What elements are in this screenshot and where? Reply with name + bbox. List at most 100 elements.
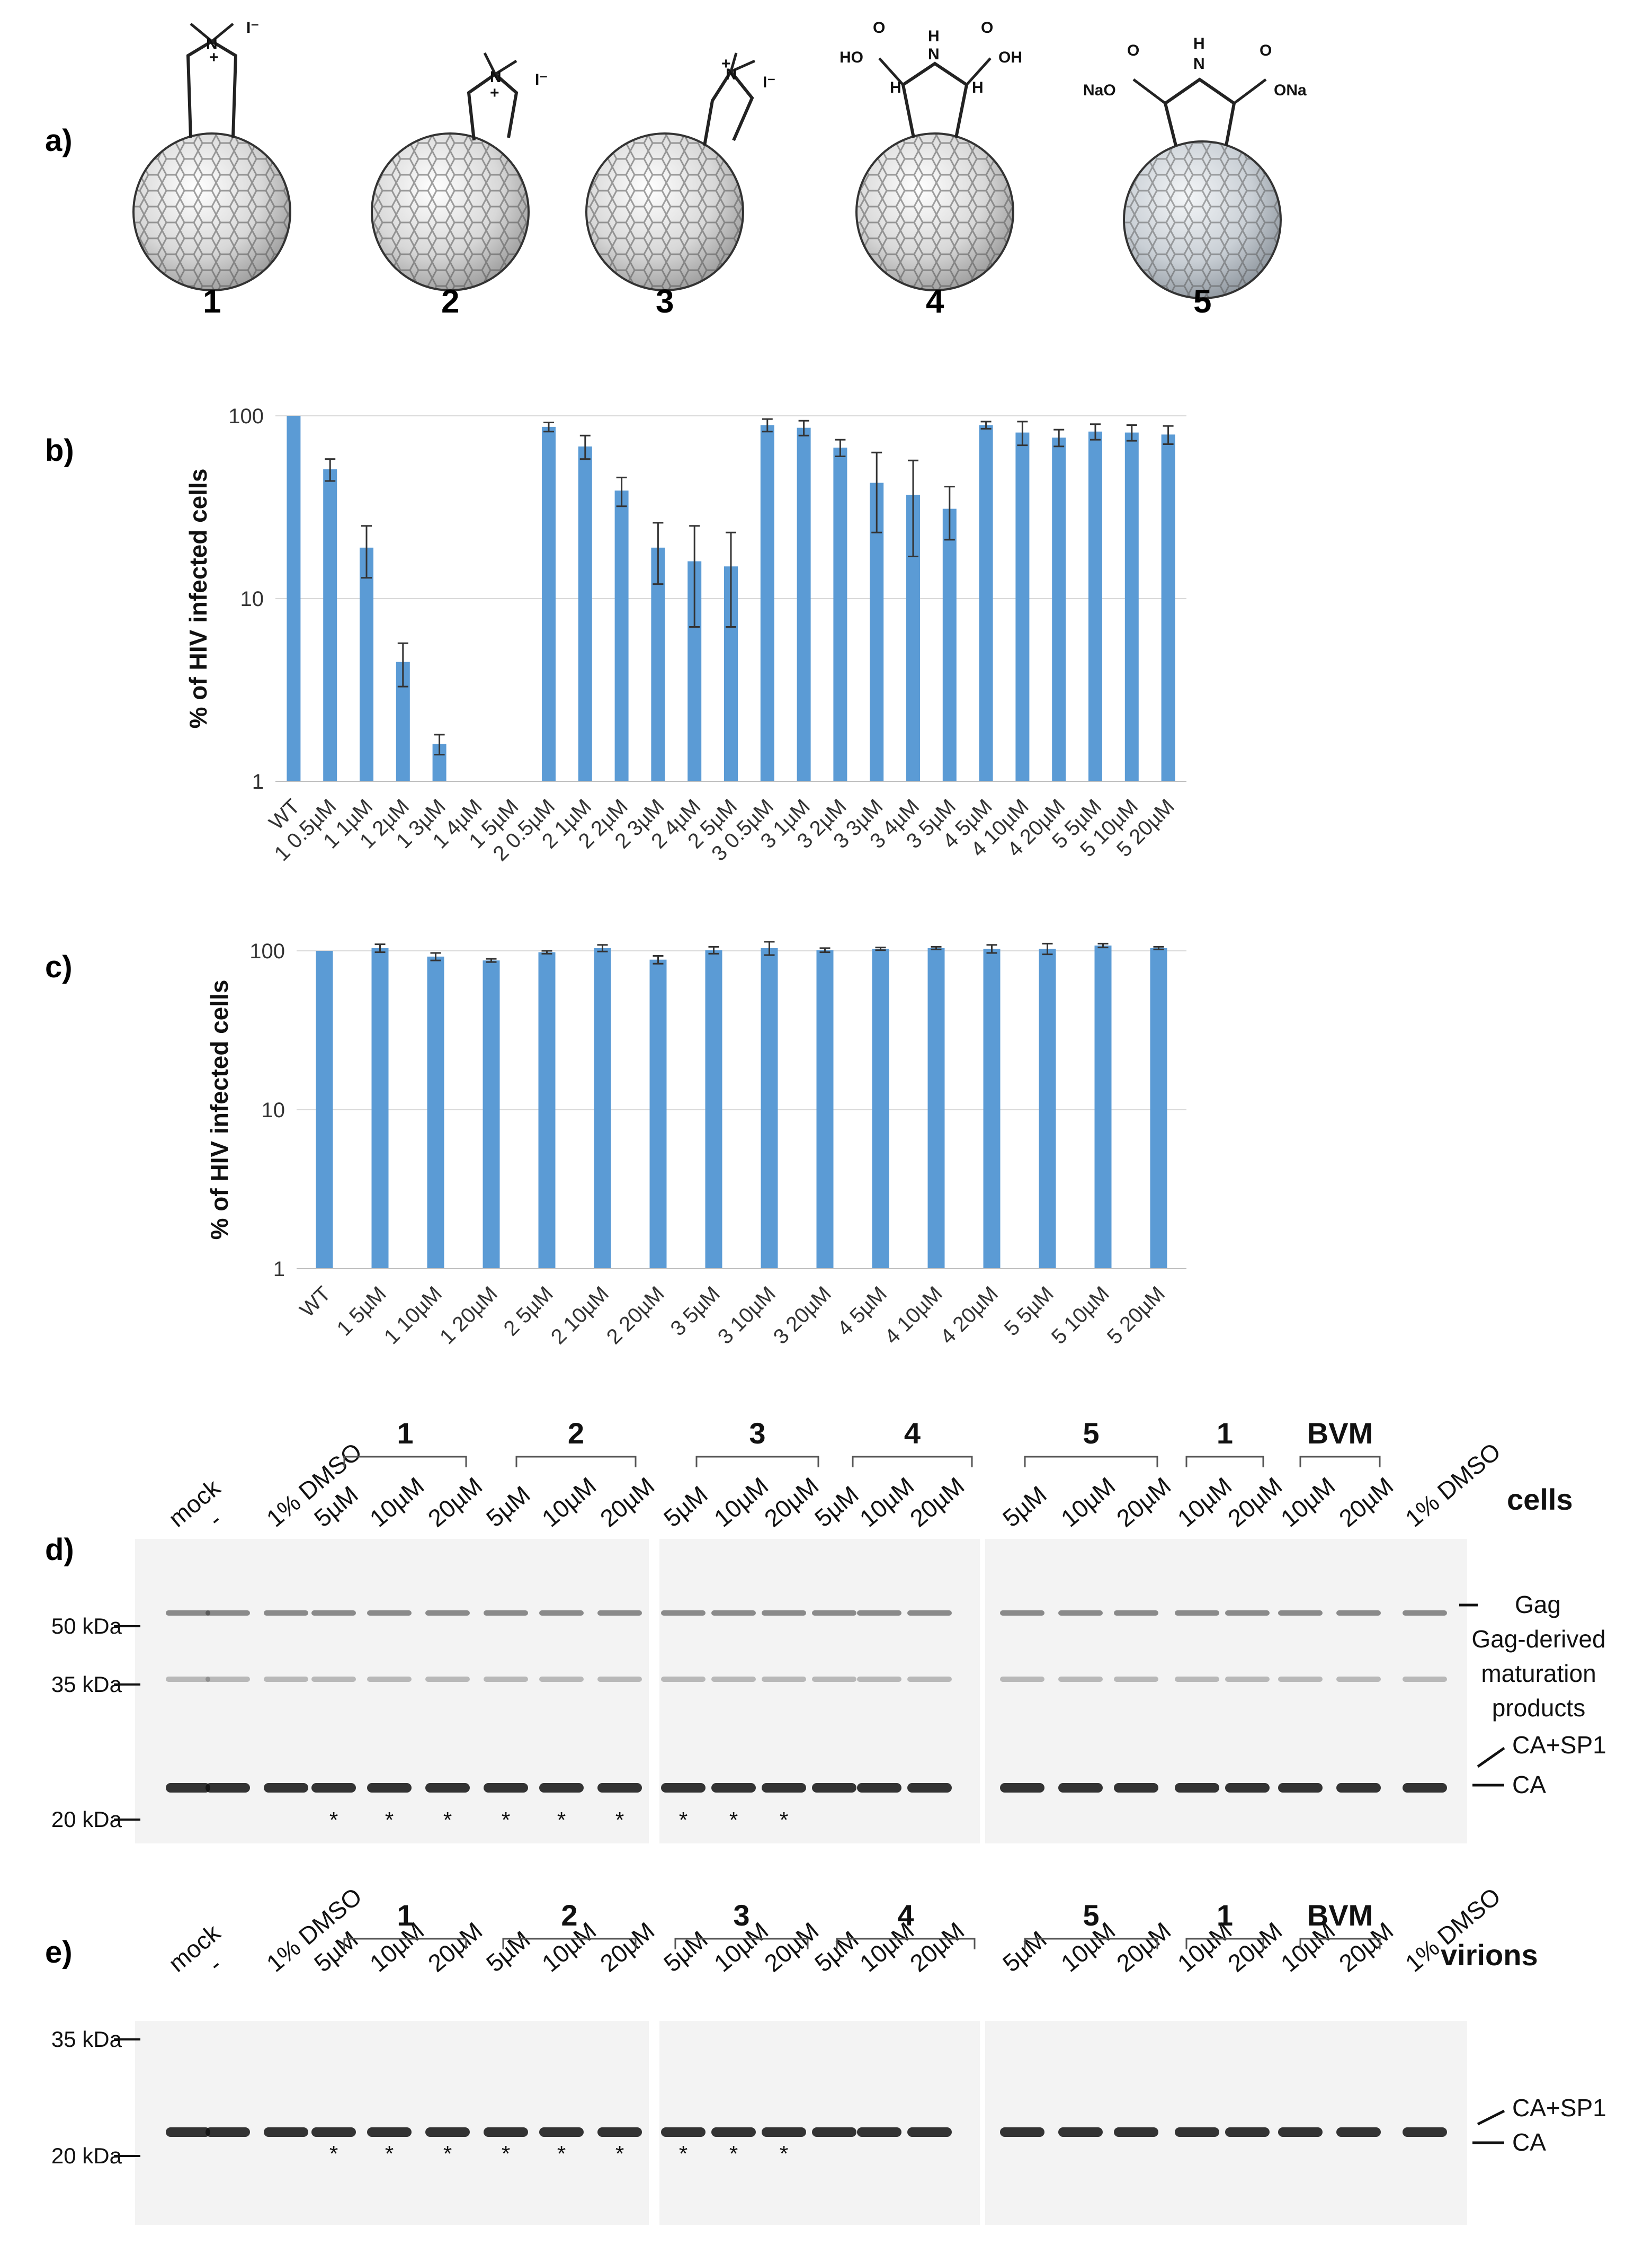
- band-ca: [484, 2127, 528, 2137]
- compound-5-ona-right: ONa: [1274, 82, 1307, 99]
- group-label: 4: [904, 1416, 921, 1450]
- band-ca: [597, 1783, 642, 1793]
- compound-2-counterion: I⁻: [535, 71, 548, 88]
- y-tick-label: 100: [249, 940, 285, 963]
- band-ca: [539, 1783, 584, 1793]
- band-ca: [907, 1783, 952, 1793]
- asterisk: *: [502, 2141, 510, 2166]
- blot-e-title: virions: [1441, 1938, 1538, 1972]
- x-tick-label: 4 10µM: [880, 1282, 947, 1349]
- bar: [594, 948, 611, 1269]
- lane-label: 20µM: [905, 1917, 969, 1977]
- band-ca: [661, 1783, 706, 1793]
- compound-3-structure: N + I⁻: [585, 52, 775, 291]
- bar: [705, 950, 722, 1269]
- band-ca: [1225, 1783, 1270, 1793]
- band-ca: [762, 1783, 806, 1793]
- band-gag-derived: [907, 1677, 952, 1682]
- band-gag: [1000, 1610, 1044, 1616]
- mw-marker-label: 20 kDa: [51, 2143, 122, 2168]
- compound-5-number: 5: [1193, 283, 1211, 320]
- compound-3-number: 3: [656, 283, 674, 320]
- band-gag: [1225, 1610, 1270, 1616]
- band-gag-derived: [1336, 1677, 1381, 1682]
- band-ca: [425, 2127, 470, 2137]
- band-gag-derived: [206, 1677, 250, 1682]
- band-gag-derived: [597, 1677, 642, 1682]
- y-axis-label: % of HIV infected cells: [206, 980, 233, 1240]
- bar: [651, 547, 665, 781]
- band-gag-derived: [484, 1677, 528, 1682]
- group-label: 5: [1083, 1899, 1099, 1932]
- compound-5-o-right: O: [1260, 42, 1272, 59]
- compound-4-n: N: [928, 46, 940, 63]
- annotation-label: Gag: [1515, 1591, 1561, 1618]
- x-tick-label: 4 20µM: [936, 1282, 1003, 1349]
- band-gag-derived: [311, 1677, 356, 1682]
- band-ca: [484, 1783, 528, 1793]
- band-gag-derived: [857, 1677, 901, 1682]
- band-ca: [907, 2127, 952, 2137]
- group-bracket: [1299, 1456, 1381, 1467]
- compound-4-h-left: H: [890, 79, 901, 96]
- bar: [983, 949, 1001, 1269]
- annotation-label: maturation: [1481, 1660, 1596, 1687]
- bar: [761, 948, 778, 1269]
- compound-3-charge: +: [721, 55, 731, 73]
- x-tick-label: 1 20µM: [435, 1282, 502, 1349]
- band-ca: [1278, 1783, 1323, 1793]
- bar: [542, 426, 556, 781]
- bar: [287, 416, 301, 781]
- asterisk: *: [780, 1807, 788, 1832]
- group-label: 5: [1083, 1416, 1099, 1450]
- bar: [614, 491, 629, 781]
- group-bracket: [502, 1938, 637, 1949]
- bar: [942, 509, 957, 781]
- band-gag-derived: [264, 1677, 308, 1682]
- compound-4-number: 4: [926, 283, 944, 320]
- band-gag-derived: [661, 1677, 706, 1682]
- band-ca: [857, 2127, 901, 2137]
- compound-2-number: 2: [441, 283, 459, 320]
- panel-label-a: a): [45, 123, 73, 158]
- blot-membrane: [135, 1539, 649, 1843]
- y-tick-label: 1: [273, 1258, 285, 1281]
- compound-1-number: 1: [203, 283, 221, 320]
- band-ca: [367, 1783, 412, 1793]
- compound-4-ho: HO: [840, 49, 863, 66]
- band-gag: [857, 1610, 901, 1616]
- band-gag: [539, 1610, 584, 1616]
- band-ca: [1114, 2127, 1158, 2137]
- band-ca: [812, 1783, 856, 1793]
- group-label: 4: [897, 1899, 914, 1932]
- band-gag-derived: [1403, 1677, 1447, 1682]
- band-gag-derived: [367, 1677, 412, 1682]
- band-ca: [1058, 2127, 1103, 2137]
- compound-3-n: N: [726, 66, 737, 83]
- band-gag: [264, 1610, 308, 1616]
- lane-label: -: [203, 1951, 227, 1977]
- x-tick-label: 1 10µM: [380, 1282, 447, 1349]
- band-ca: [425, 1783, 470, 1793]
- band-gag: [1175, 1610, 1219, 1616]
- band-gag-derived: [812, 1677, 856, 1682]
- band-ca: [661, 2127, 706, 2137]
- bar: [649, 959, 667, 1269]
- band-gag: [484, 1610, 528, 1616]
- band-ca: [1403, 1783, 1447, 1793]
- y-tick-label: 10: [262, 1099, 285, 1122]
- band-gag-derived: [1114, 1677, 1158, 1682]
- compound-5-structure: NaO O H N O ONa: [1083, 35, 1307, 299]
- band-ca: [1225, 2127, 1270, 2137]
- compound-1-charge: +: [209, 49, 219, 66]
- blot-membrane: [659, 1539, 980, 1843]
- lane-label: 20µM: [905, 1472, 969, 1532]
- band-gag-derived: [539, 1677, 584, 1682]
- band-ca: [166, 1783, 210, 1793]
- y-tick-label: 1: [252, 770, 264, 794]
- group-bracket: [836, 1938, 976, 1949]
- band-ca: [1336, 1783, 1381, 1793]
